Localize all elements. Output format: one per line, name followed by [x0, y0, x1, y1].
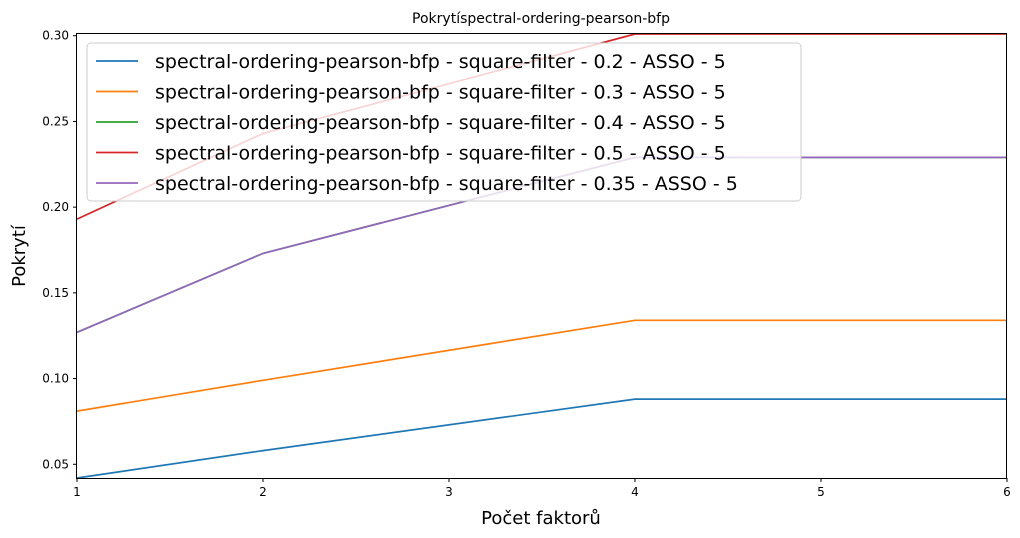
x-tick-label: 5	[817, 485, 825, 499]
x-tick-label: 4	[631, 485, 639, 499]
legend-box	[86, 42, 802, 202]
y-tick-label: 0.25	[42, 114, 69, 128]
legend-label: spectral-ordering-pearson-bfp - square-f…	[155, 112, 726, 134]
y-tick-label: 0.20	[42, 200, 69, 214]
series-line-1	[76, 398, 1007, 479]
legend-label: spectral-ordering-pearson-bfp - square-f…	[155, 143, 726, 165]
series-line-5	[76, 156, 1007, 334]
plot-frame	[76, 33, 1007, 479]
y-tick-label: 0.30	[42, 29, 69, 43]
legend: spectral-ordering-pearson-bfp - square-f…	[86, 42, 802, 202]
x-tick-label: 6	[1003, 485, 1011, 499]
legend-label: spectral-ordering-pearson-bfp - square-f…	[155, 173, 738, 195]
y-tick-label: 0.15	[42, 286, 69, 300]
chart-title: Pokrytíspectral-ordering-pearson-bfp	[412, 11, 670, 27]
x-tick-label: 3	[445, 485, 453, 499]
ticks-layer: 1 2 3 4 5 6 0.05 0.10 0.15 0.20 0.25 0.30	[42, 29, 1011, 499]
y-axis-label: Pokrytí	[9, 224, 30, 287]
series-line-2	[76, 319, 1007, 412]
y-tick-label: 0.05	[42, 457, 69, 471]
x-tick-label: 1	[73, 485, 81, 499]
legend-label: spectral-ordering-pearson-bfp - square-f…	[155, 82, 726, 104]
legend-label: spectral-ordering-pearson-bfp - square-f…	[155, 51, 726, 73]
x-axis-label: Počet faktorů	[481, 508, 601, 529]
y-tick-label: 0.10	[42, 372, 69, 386]
x-tick-label: 2	[259, 485, 267, 499]
